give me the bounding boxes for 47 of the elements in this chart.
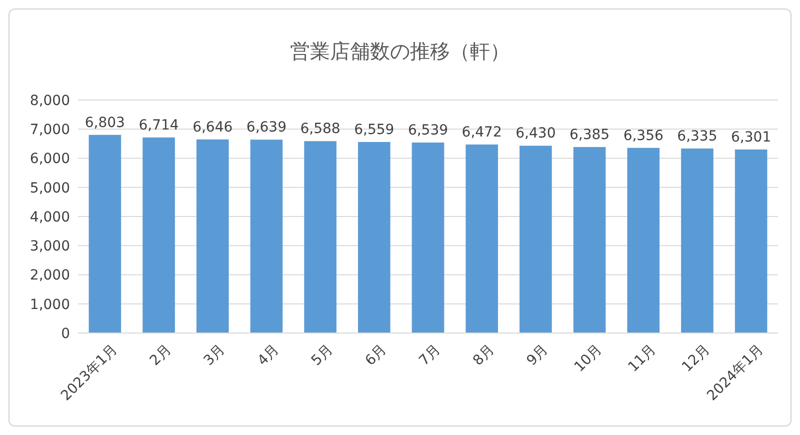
x-tick-label: 2月	[147, 341, 175, 369]
y-tick-label: 6,000	[30, 151, 70, 168]
data-label: 6,803	[84, 114, 125, 131]
data-label: 6,714	[138, 117, 179, 134]
x-tick-label: 12月	[679, 341, 713, 376]
data-label: 6,356	[623, 128, 664, 144]
data-label: 6,639	[246, 120, 287, 136]
data-label: 6,301	[731, 129, 772, 146]
y-tick-label: 0	[61, 326, 70, 342]
x-tick-label: 4月	[254, 341, 282, 369]
data-label: 6,559	[354, 122, 394, 138]
bar	[734, 149, 768, 333]
bar	[358, 142, 390, 333]
bar	[520, 146, 552, 333]
data-label: 6,646	[192, 119, 233, 136]
bar	[412, 142, 444, 333]
y-tick-label: 4,000	[30, 209, 70, 226]
bar	[627, 148, 660, 333]
x-tick-label: 5月	[308, 341, 336, 369]
x-tick-label: 6月	[362, 341, 390, 369]
y-tick-label: 8,000	[30, 92, 70, 109]
y-tick-label: 5,000	[30, 180, 70, 196]
data-label: 6,385	[569, 127, 610, 144]
data-label: 6,430	[516, 126, 556, 142]
data-label: 6,588	[300, 121, 340, 138]
x-tick-label: 10月	[571, 341, 606, 376]
bar	[573, 147, 606, 333]
x-tick-label: 7月	[416, 341, 444, 369]
y-tick-label: 2,000	[30, 268, 70, 284]
x-tick-label: 9月	[524, 341, 552, 369]
x-tick-label: 3月	[200, 341, 228, 369]
data-label: 6,472	[462, 124, 502, 141]
bar	[681, 148, 714, 333]
bar	[88, 134, 122, 333]
x-tick-label: 8月	[470, 341, 498, 369]
bar	[250, 140, 283, 333]
bar	[196, 139, 229, 333]
bar	[142, 137, 175, 333]
x-tick-label: 11月	[625, 341, 660, 376]
data-label: 6,335	[677, 128, 718, 144]
bar	[304, 141, 336, 333]
y-tick-label: 1,000	[30, 296, 70, 313]
bar	[466, 144, 498, 333]
y-tick-label: 7,000	[30, 122, 70, 138]
y-tick-label: 3,000	[30, 238, 70, 255]
chart-title: 営業店舗数の推移（軒）	[290, 39, 510, 63]
data-label: 6,539	[408, 122, 448, 139]
